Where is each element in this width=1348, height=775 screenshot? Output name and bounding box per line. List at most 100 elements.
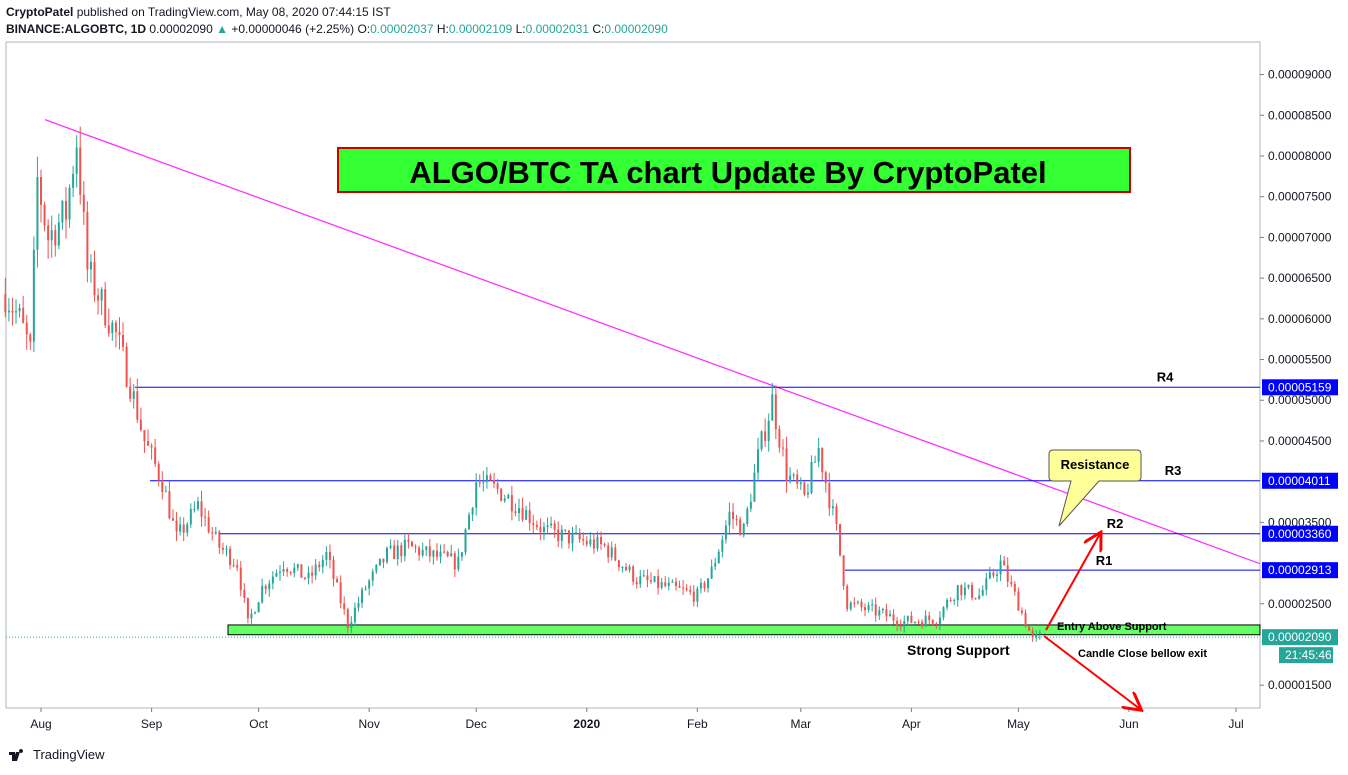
candle-body xyxy=(767,420,770,441)
candle-body xyxy=(860,601,863,608)
x-tick-label: Feb xyxy=(687,717,708,731)
candle-body xyxy=(600,536,603,545)
candle-body xyxy=(72,173,75,188)
candle-body xyxy=(942,607,945,618)
candle-body xyxy=(642,575,645,577)
candle-body xyxy=(1006,565,1009,582)
open-label: O: xyxy=(357,22,371,36)
candle-body xyxy=(25,322,28,335)
x-tick-label: Mar xyxy=(790,717,811,731)
y-tick-label: 0.00008500 xyxy=(1268,108,1332,122)
candle-body xyxy=(963,587,966,596)
candle-body xyxy=(757,449,759,473)
candle-body xyxy=(874,604,877,616)
x-tick-label: Apr xyxy=(902,717,921,731)
candle-body xyxy=(539,527,542,532)
candle-body xyxy=(371,571,374,581)
candle-body xyxy=(742,523,745,536)
candle-body xyxy=(186,524,189,533)
candle-body xyxy=(853,602,856,604)
candle-body xyxy=(82,194,85,212)
resistance-levels: R4 0.00005159 R3 0.00004011 R2 0.00003360 R1 0.… xyxy=(6,119,1338,664)
candle-body xyxy=(806,492,809,495)
exit-arrow xyxy=(1043,635,1140,709)
candle-body xyxy=(903,621,906,627)
candle-body xyxy=(4,294,7,313)
symbol-name[interactable]: BINANCE:ALGOBTC, 1D xyxy=(6,22,146,36)
candle-body xyxy=(307,572,310,579)
candle-body xyxy=(232,564,235,566)
candle-body xyxy=(129,386,132,399)
candle-body xyxy=(546,525,549,528)
candle-body xyxy=(378,558,381,565)
candle-body xyxy=(300,564,303,578)
candle-body xyxy=(457,556,460,570)
candle-body xyxy=(179,524,182,532)
candle-body xyxy=(835,506,838,524)
candle-body xyxy=(553,523,556,530)
candle-body xyxy=(332,559,335,579)
y-tick-label: 0.00005000 xyxy=(1268,393,1332,407)
candle-body xyxy=(104,289,107,326)
entry-label: Entry Above Support xyxy=(1057,621,1167,633)
candle-body xyxy=(286,569,289,572)
tradingview-footer[interactable]: TradingView xyxy=(8,747,105,762)
x-tick-label: Oct xyxy=(249,717,268,731)
level-name-r1: R1 xyxy=(1096,553,1113,568)
candle-body xyxy=(635,581,638,585)
candle-body xyxy=(75,147,78,174)
candle-body xyxy=(967,584,970,588)
high-value: 0.00002109 xyxy=(448,22,513,36)
x-tick-label: Sep xyxy=(141,717,163,731)
candle-body xyxy=(122,334,125,347)
x-tick-label: Jul xyxy=(1228,717,1243,731)
candle-body xyxy=(575,532,578,534)
candle-body xyxy=(781,447,784,449)
candle-body xyxy=(268,583,271,590)
candle-body xyxy=(503,498,506,501)
candle-body xyxy=(47,225,50,241)
candle-body xyxy=(303,577,306,579)
x-tick-label: Dec xyxy=(466,717,487,731)
candle-body xyxy=(664,582,667,587)
candle-body xyxy=(928,615,931,620)
candle-body xyxy=(54,230,57,246)
candle-body xyxy=(18,307,21,312)
candle-body xyxy=(221,547,224,550)
candle-body xyxy=(450,553,453,557)
candle-body xyxy=(514,511,517,514)
candle-body xyxy=(403,539,406,557)
candle-body xyxy=(871,604,874,606)
candle-body xyxy=(610,547,613,558)
candle-body xyxy=(482,481,485,483)
y-tick-label: 0.00004500 xyxy=(1268,434,1332,448)
candle-body xyxy=(343,603,346,610)
candles xyxy=(4,126,1041,643)
candle-body xyxy=(400,545,403,557)
y-tick-label: 0.00006500 xyxy=(1268,271,1332,285)
candle-body xyxy=(364,588,367,590)
candle-body xyxy=(646,575,649,581)
candle-body xyxy=(453,553,456,570)
candle-body xyxy=(796,474,799,484)
support-label: Strong Support xyxy=(907,642,1010,658)
candle-body xyxy=(735,519,738,521)
candle-body xyxy=(410,541,413,547)
candle-body xyxy=(236,564,239,568)
candle-body xyxy=(279,571,281,573)
candle-body xyxy=(792,474,795,476)
candle-body xyxy=(139,419,142,431)
candle-body xyxy=(389,545,392,548)
author-name[interactable]: CryptoPatel xyxy=(6,5,74,19)
candle-body xyxy=(592,539,595,549)
current-price-tag xyxy=(1262,629,1338,646)
close-label: C: xyxy=(592,22,605,36)
candle-body xyxy=(692,591,695,602)
candle-body xyxy=(89,261,92,270)
candle-body xyxy=(935,623,938,625)
candle-body xyxy=(196,501,199,509)
candle-body xyxy=(528,510,531,524)
candle-body xyxy=(714,563,717,567)
candle-body xyxy=(946,600,949,608)
